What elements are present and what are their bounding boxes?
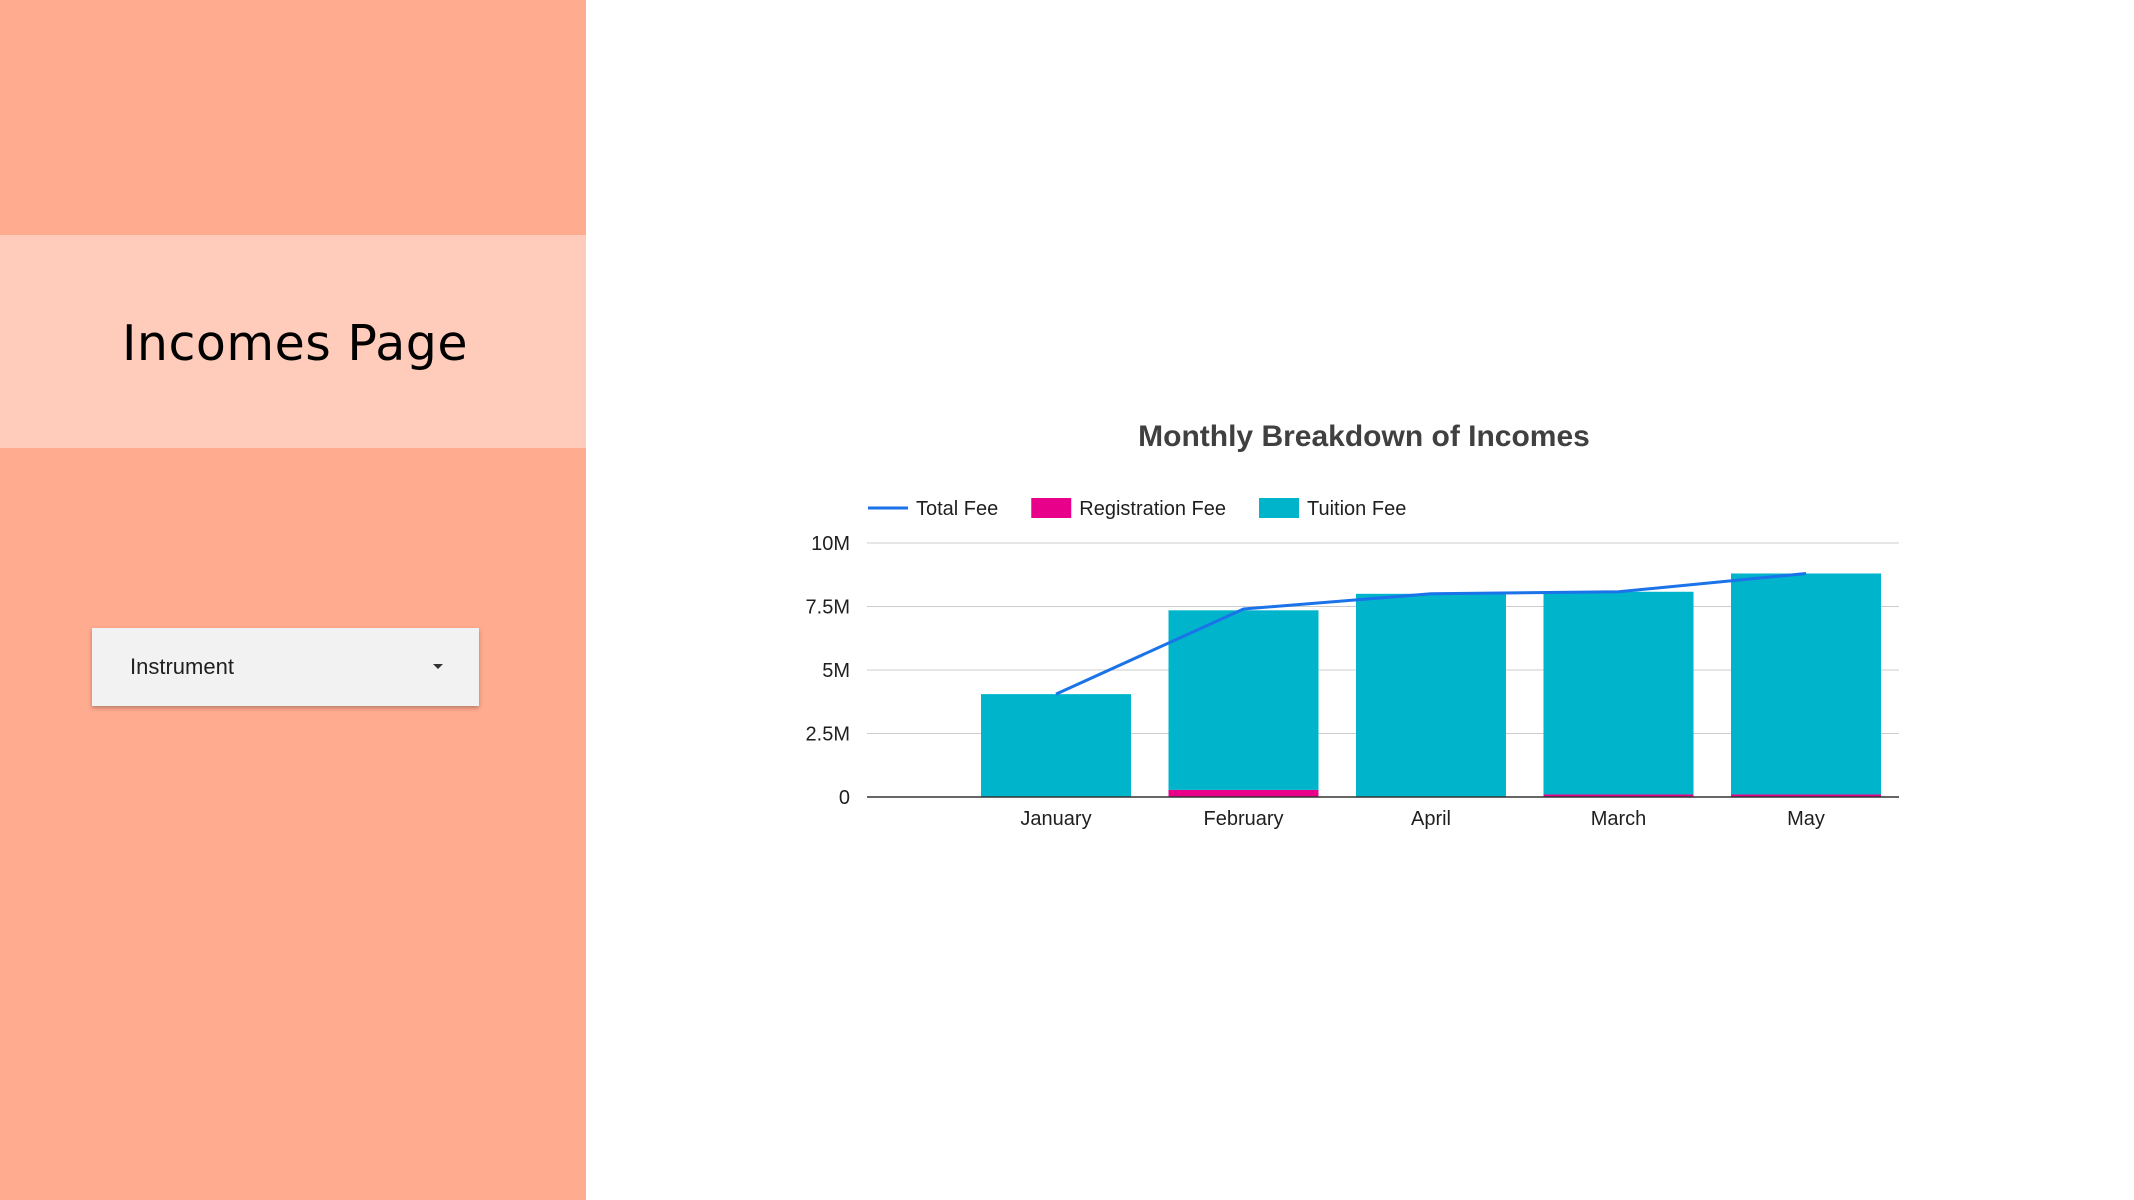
bar-tuition-fee [1168,610,1319,790]
instrument-filter-dropdown[interactable]: Instrument [92,628,479,706]
bar-registration-fee [1168,789,1319,797]
y-tick-label: 2.5M [806,724,850,746]
x-tick-label: February [1203,808,1283,830]
chart-line-series [1055,571,1807,696]
bar-registration-fee [1543,794,1694,797]
chart-bars [981,573,1881,797]
legend-label: Tuition Fee [1307,498,1406,520]
legend-label: Total Fee [916,498,998,520]
legend-swatch-registration-fee [1031,498,1072,518]
chart-legend: Total Fee Registration Fee Tuition Fee [868,498,1406,520]
y-tick-label: 10M [811,533,850,555]
legend-label: Registration Fee [1079,498,1226,520]
dropdown-label: Instrument [130,654,234,679]
page-title: Incomes Page [121,315,469,372]
y-tick-label: 0 [839,787,850,809]
bar-tuition-fee [981,694,1131,797]
x-tick-label: April [1411,808,1451,830]
x-axis: January February April March May [867,796,1899,830]
x-tick-label: May [1787,808,1825,830]
x-tick-label: March [1591,808,1647,830]
bar-tuition-fee [1543,591,1694,795]
y-axis: 0 2.5M 5M 7.5M 10M [806,533,850,809]
chart-title: Monthly Breakdown of Incomes [1138,420,1590,453]
chart-container: Monthly Breakdown of Incomes Total Fee Re… [586,0,2134,1200]
bar-tuition-fee [1731,573,1881,795]
income-chart: Monthly Breakdown of Incomes Total Fee Re… [806,420,1899,830]
bar-tuition-fee [1356,593,1506,797]
line-total-fee [1055,571,1807,696]
y-tick-label: 5M [822,660,850,682]
caret-down-icon[interactable] [433,664,443,669]
title-band: Incomes Page [0,235,586,448]
legend-swatch-tuition-fee [1259,498,1300,518]
bar-registration-fee [1731,794,1881,797]
sidebar-panel: Incomes Page Instrument [0,0,586,1200]
x-tick-label: January [1020,808,1091,830]
y-tick-label: 7.5M [806,597,850,619]
